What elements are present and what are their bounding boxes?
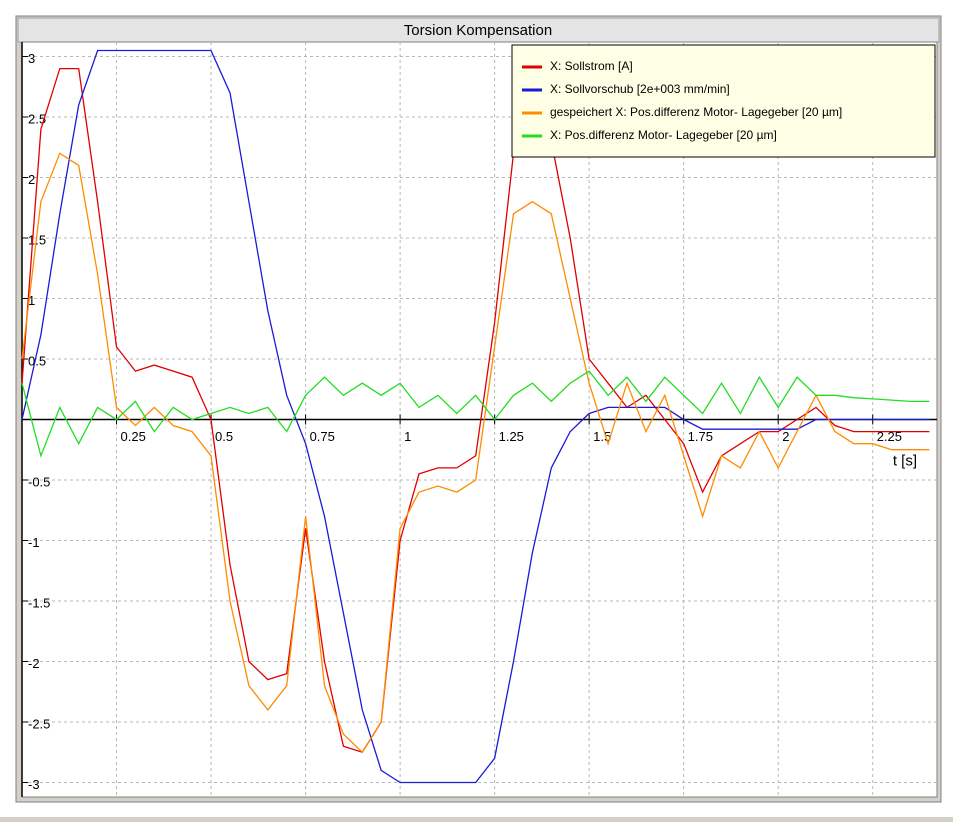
y-tick-label: -1.5 [28,595,50,610]
y-tick-label: 1 [28,293,35,308]
y-tick-label: 3 [28,51,35,66]
x-tick-label: 0.5 [215,429,233,444]
legend-label: X: Sollstrom [A] [550,59,633,73]
y-tick-label: 0.5 [28,353,46,368]
x-tick-label: 2 [782,429,789,444]
y-tick-label: -3 [28,777,40,792]
legend-label: X: Pos.differenz Motor- Lagegeber [20 µm… [550,128,777,142]
x-tick-label: 1.75 [688,429,713,444]
x-tick-label: 0.75 [310,429,335,444]
legend-box [511,44,936,158]
series-line [21,370,930,458]
y-tick-label: -2.5 [28,716,50,731]
x-tick-label: 1 [404,429,411,444]
title-bar [17,17,940,43]
y-tick-label: -2 [28,656,40,671]
series-line [21,67,930,753]
series-line [21,152,930,754]
y-tick-label: -0.5 [28,474,50,489]
x-tick-label: 0.25 [121,429,146,444]
legend-label: gespeichert X: Pos.differenz Motor- Lage… [550,105,842,119]
chart-title: Torsion Kompensation [404,22,552,39]
series-line [21,49,930,784]
x-axis-label: t [s] [893,452,917,469]
y-tick-label: 2.5 [28,111,46,126]
y-tick-label: 2 [28,172,35,187]
x-tick-label: 2.25 [877,429,902,444]
y-tick-label: -1 [28,535,40,550]
legend-label: X: Sollvorschub [2e+003 mm/min] [550,82,730,96]
x-tick-label: 1.25 [499,429,524,444]
